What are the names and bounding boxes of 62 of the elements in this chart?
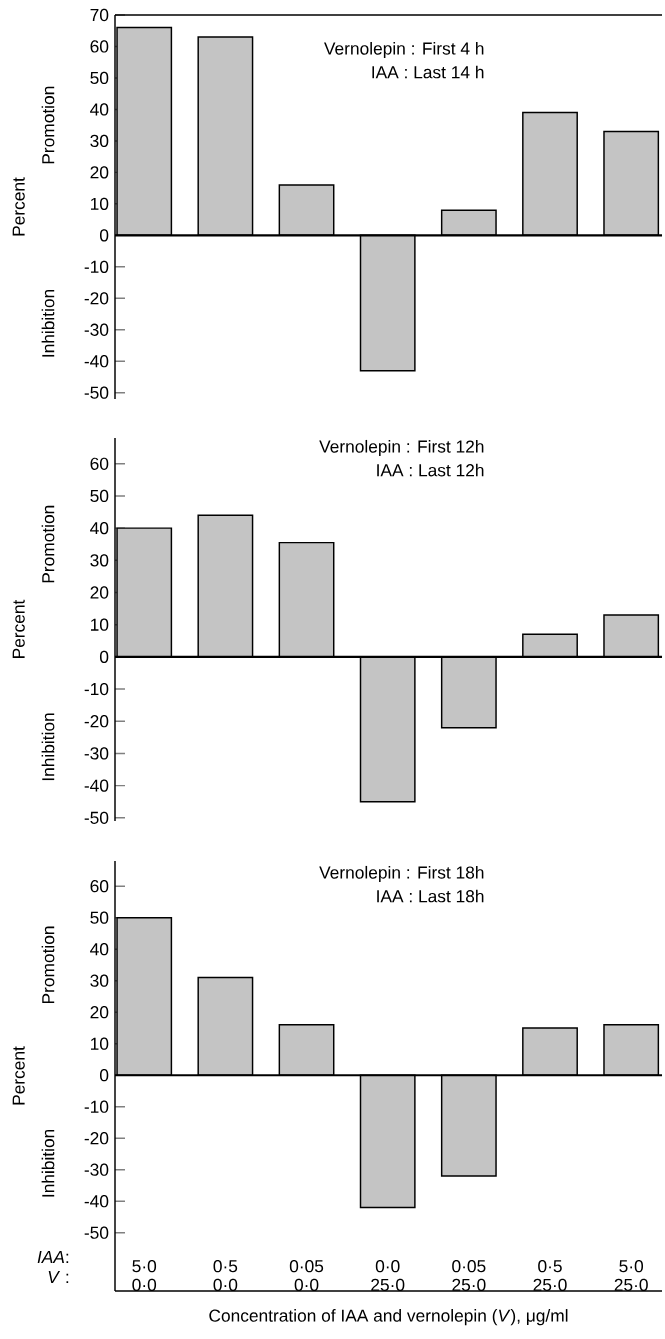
y-axis-title: Percent: [12, 599, 25, 658]
annotation: IAA : Last 12h: [377, 463, 484, 477]
y-tick-label: 10: [90, 1037, 109, 1050]
text: Inhibition: [41, 713, 55, 781]
y-tick-label: 20: [90, 586, 109, 599]
text: Promotion: [41, 505, 55, 583]
y-tick-label: -50: [84, 386, 109, 399]
y-tick-label: 0: [99, 229, 109, 242]
text: Promotion: [41, 926, 55, 1004]
y-tick-label: 60: [90, 880, 109, 893]
y-tick-label: -40: [84, 779, 109, 792]
annotation: IAA : Last 18h: [377, 889, 484, 903]
y-tick-label: 40: [90, 103, 109, 116]
y-tick-label: 60: [90, 40, 109, 53]
x-tick-label: 0·05 25·0: [452, 1260, 486, 1291]
y-tick-label: 30: [90, 974, 109, 987]
x-tick-label: 0·0 25·0: [371, 1260, 405, 1291]
x-tick-label: 5·0 0·0: [132, 1260, 157, 1291]
y-tick-label: 30: [90, 134, 109, 148]
annotation: Vernolepin : First 18h: [319, 865, 484, 883]
y-tick-label: 40: [90, 522, 109, 535]
x-tick-label: 0·5 25·0: [533, 1260, 567, 1291]
y-tick-label: -10: [84, 682, 109, 696]
y-tick-label: 20: [90, 166, 109, 179]
y-tick-label: -40: [84, 1195, 109, 1208]
y-tick-label: -20: [84, 715, 109, 728]
x-tick-label: 0·05 0·0: [289, 1260, 324, 1291]
text: IAA:: [37, 1251, 69, 1263]
y-tick-label: 30: [90, 554, 109, 567]
y-tick-label: -20: [84, 1132, 109, 1145]
y-tick-label: 20: [90, 1006, 109, 1019]
y-tick-label: 10: [90, 197, 109, 210]
y-tick-label: 60: [90, 457, 109, 470]
y-tick-label: 0: [99, 1069, 109, 1082]
text: Inhibition: [41, 289, 55, 357]
y-tick-label: 40: [90, 943, 109, 956]
annotation: IAA : Last 14 h: [372, 65, 484, 79]
annotation: Vernolepin : First 12h: [319, 439, 484, 457]
y-tick-label: -40: [84, 355, 109, 368]
y-tick-label: -30: [84, 323, 109, 336]
y-axis-title: Percent: [12, 1046, 25, 1105]
y-tick-label: -30: [84, 1163, 109, 1176]
y-axis-title: Percent: [12, 177, 25, 236]
text: V :: [48, 1271, 69, 1283]
y-tick-label: -50: [84, 811, 109, 824]
y-tick-label: -20: [84, 292, 109, 305]
annotation: Vernolepin : First 4 h: [324, 41, 484, 59]
y-tick-label: 50: [90, 71, 109, 85]
x-axis-title: Concentration of IAA and vernolepin (V), μg/ml: [209, 1309, 568, 1326]
x-tick-label: 5·0 25·0: [614, 1260, 648, 1291]
y-tick-label: -10: [84, 260, 109, 273]
y-tick-label: 0: [99, 650, 109, 664]
x-tick-label: 0·5 0·0: [213, 1260, 238, 1291]
text: Inhibition: [41, 1129, 55, 1197]
text: Promotion: [41, 86, 55, 164]
y-tick-label: 10: [90, 618, 109, 631]
y-tick-label: 50: [90, 911, 109, 924]
y-tick-label: 50: [90, 489, 109, 503]
y-tick-label: -10: [84, 1100, 109, 1113]
y-tick-label: -30: [84, 747, 109, 760]
y-tick-label: 70: [90, 8, 109, 22]
y-tick-label: -50: [84, 1226, 109, 1239]
